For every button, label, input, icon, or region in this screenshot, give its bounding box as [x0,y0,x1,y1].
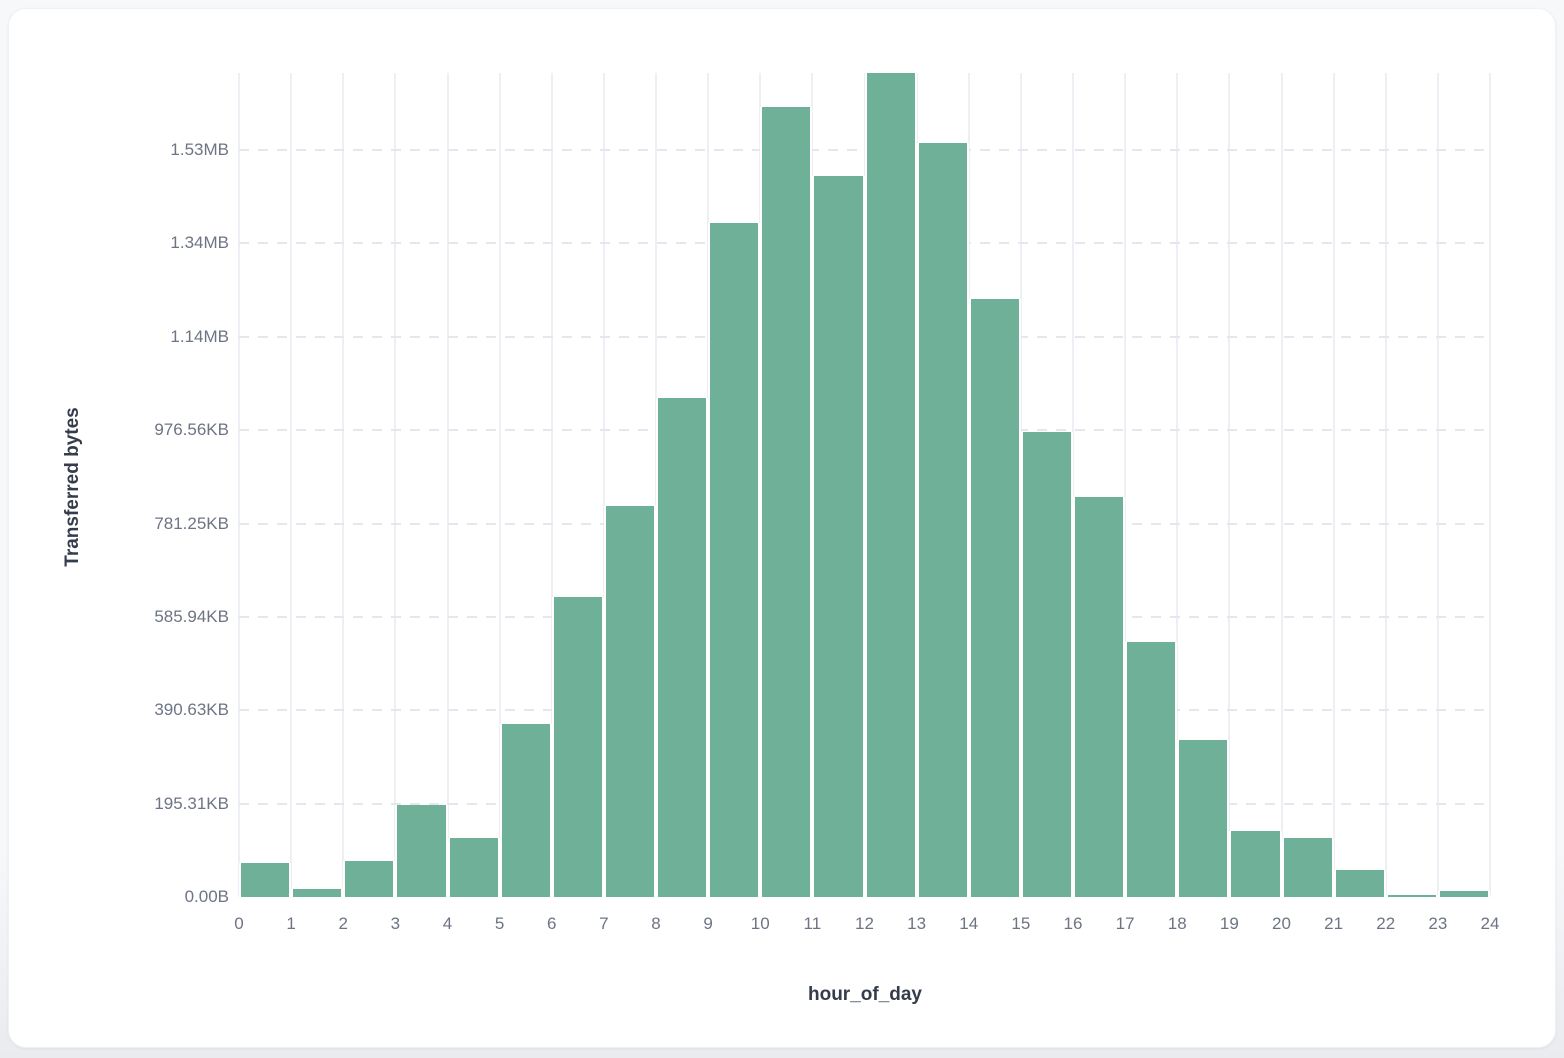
v-gridline [342,73,345,897]
y-tick-label: 0.00B [184,887,229,906]
v-gridline [290,73,293,897]
v-gridline [394,73,397,897]
v-gridline [1124,73,1127,897]
x-tick-label: 5 [494,914,505,933]
x-tick-label: 3 [390,914,401,933]
y-axis-title: Transferred bytes [62,407,83,567]
histogram-bar-hour-9[interactable] [708,223,761,897]
v-gridline [1228,73,1231,897]
histogram-bar-hour-7[interactable] [603,506,656,897]
histogram-bar-hour-5[interactable] [499,724,552,897]
histogram-bar-hour-12[interactable] [864,73,917,897]
histogram-bar-hour-6[interactable] [551,596,604,897]
x-tick-label: 0 [234,914,244,933]
x-tick-label: 24 [1480,914,1500,933]
v-gridline [1384,73,1387,897]
histogram-bar-hour-13[interactable] [916,142,969,897]
v-gridline [1072,73,1074,897]
x-tick-label: 7 [599,914,609,933]
histogram-bar-hour-14[interactable] [968,298,1021,897]
x-axis-title: hour_of_day [807,984,923,1005]
histogram-bar-hour-4[interactable] [447,838,500,897]
histogram-bar-hour-11[interactable] [812,175,865,897]
histogram-bar-hour-3[interactable] [395,805,448,897]
v-gridline [446,73,449,897]
histogram-bar-hour-23[interactable] [1437,891,1490,897]
x-tick-label: 16 [1063,914,1083,933]
x-tick-label: 23 [1428,914,1448,933]
v-gridline [1176,73,1179,897]
v-gridline [1280,73,1283,897]
x-tick-label: 12 [855,914,874,933]
histogram-bar-hour-20[interactable] [1281,838,1334,897]
v-gridline [498,73,501,897]
x-tick-label: 11 [803,914,822,933]
x-tick-label: 22 [1376,914,1396,933]
v-gridline [1436,73,1439,897]
histogram-bar-hour-15[interactable] [1020,431,1073,897]
histogram-bar-hour-0[interactable] [239,862,292,897]
chart-card: 0.00B 195.31KB 390.63KB 585.94KB 781.25KB 976… [8,8,1556,1048]
histogram-bar-hour-17[interactable] [1125,641,1178,897]
y-tick-label: 781.25KB [154,513,229,533]
histogram-bar-hour-19[interactable] [1229,831,1282,897]
v-gridline [550,73,553,897]
y-tick-label: 195.31KB [154,793,229,813]
x-tick-label: 19 [1219,914,1239,933]
x-tick-label: 15 [1011,914,1031,933]
histogram-bar-hour-16[interactable] [1073,496,1126,897]
x-tick-label: 4 [442,914,453,933]
x-tick-label: 8 [651,914,661,933]
histogram-bar-hour-18[interactable] [1177,740,1230,897]
histogram-bar-hour-2[interactable] [343,861,396,897]
y-tick-label: 585.94KB [154,606,229,626]
v-gridline [602,73,605,897]
histogram-bar-hour-8[interactable] [656,397,709,897]
histogram-bar-hour-22[interactable] [1385,895,1438,897]
x-tick-label: 18 [1167,914,1187,933]
v-gridline [238,73,240,897]
y-tick-label: 1.53MB [170,140,229,160]
x-tick-label: 20 [1272,914,1291,933]
histogram-bar-hour-1[interactable] [291,889,344,897]
x-tick-label: 10 [750,914,770,933]
histogram-bar-hour-21[interactable] [1333,870,1386,897]
x-tick-label: 6 [547,914,557,933]
y-tick-label: 390.63KB [154,700,229,720]
plot-area [238,73,1491,897]
x-tick-label: 9 [703,914,713,933]
y-tick-label: 1.34MB [170,233,229,253]
y-tick-label: 1.14MB [170,326,229,346]
y-tick-label: 976.56KB [154,420,229,440]
histogram-bar-hour-10[interactable] [760,107,813,897]
v-gridline [1332,73,1335,897]
x-tick-label: 1 [286,914,296,933]
x-tick-label: 13 [907,914,927,933]
v-gridline [1489,73,1491,897]
x-tick-label: 14 [959,914,979,933]
x-tick-label: 2 [338,914,348,933]
x-tick-label: 21 [1324,914,1344,933]
x-tick-label: 17 [1115,914,1135,933]
